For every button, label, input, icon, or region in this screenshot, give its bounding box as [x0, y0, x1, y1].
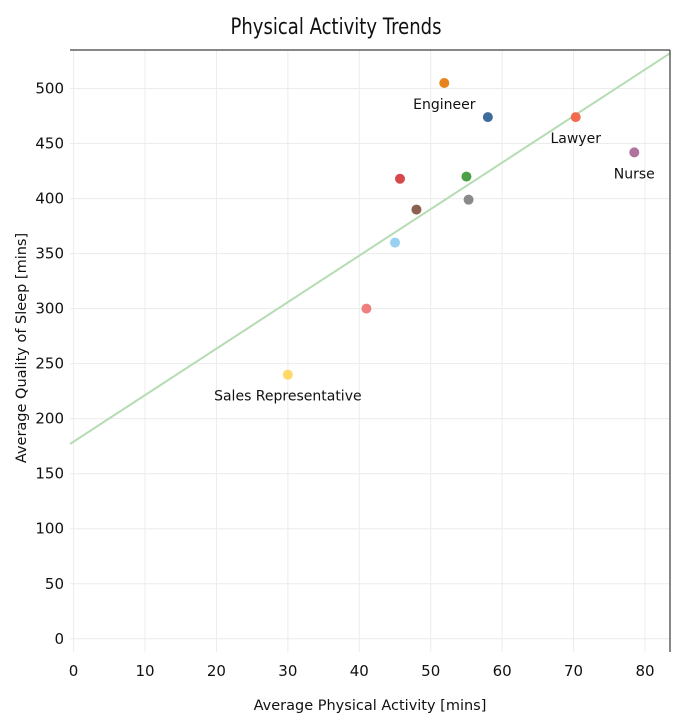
grid [70, 50, 670, 652]
y-tick-label: 450 [35, 135, 64, 153]
data-point [411, 204, 422, 215]
x-tick-label: 30 [278, 662, 297, 680]
y-tick-label: 100 [35, 520, 64, 538]
x-tick-label: 40 [350, 662, 369, 680]
data-point [482, 112, 493, 123]
x-tick-label: 20 [207, 662, 226, 680]
y-tick-label: 50 [45, 575, 64, 593]
y-tick-label: 300 [35, 300, 64, 318]
x-tick-label: 60 [493, 662, 512, 680]
y-axis-label: Average Quality of Sleep [mins] [14, 233, 30, 463]
axes-frame [70, 49, 671, 652]
data-point [463, 194, 474, 205]
y-tick-label: 250 [35, 355, 64, 373]
y-tick-label: 500 [35, 80, 64, 98]
data-point-label: Lawyer [550, 131, 601, 147]
data-point-label: Engineer [413, 97, 476, 113]
y-tick-label: 200 [35, 410, 64, 428]
point-labels: Sales Representative Engineer Lawyer Nurse [214, 97, 655, 405]
data-point [390, 237, 400, 248]
data-point-label: Nurse [614, 166, 655, 182]
y-tick-label: 150 [35, 465, 64, 483]
data-point [439, 78, 450, 89]
chart-title: Physical Activity Trends [230, 13, 441, 39]
y-tick-label: 0 [54, 630, 64, 648]
data-point [629, 147, 640, 158]
data-point [395, 173, 405, 184]
x-tick-label: 70 [564, 662, 583, 680]
x-axis-label: Average Physical Activity [mins] [254, 698, 487, 714]
x-tick-label: 80 [635, 662, 654, 680]
data-point [361, 303, 372, 314]
data-point-label: Sales Representative [214, 389, 362, 405]
trendline-layer [69, 52, 671, 445]
data-point [461, 171, 472, 182]
data-point [570, 112, 581, 123]
tick-labels: 0 10 20 30 40 50 60 70 80 0 50 100 150 200 250 300 350 40… [35, 80, 654, 680]
data-point [282, 369, 293, 380]
data-points [282, 78, 640, 380]
x-tick-label: 50 [421, 662, 440, 680]
x-tick-label: 10 [135, 662, 154, 680]
y-tick-label: 350 [35, 245, 64, 263]
y-tick-label: 400 [35, 190, 64, 208]
x-tick-label: 0 [69, 662, 79, 680]
trendline [69, 52, 671, 445]
